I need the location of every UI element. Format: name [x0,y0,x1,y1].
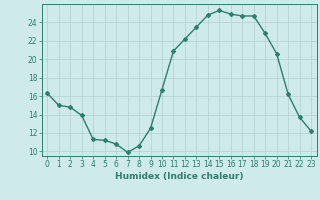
X-axis label: Humidex (Indice chaleur): Humidex (Indice chaleur) [115,172,244,181]
